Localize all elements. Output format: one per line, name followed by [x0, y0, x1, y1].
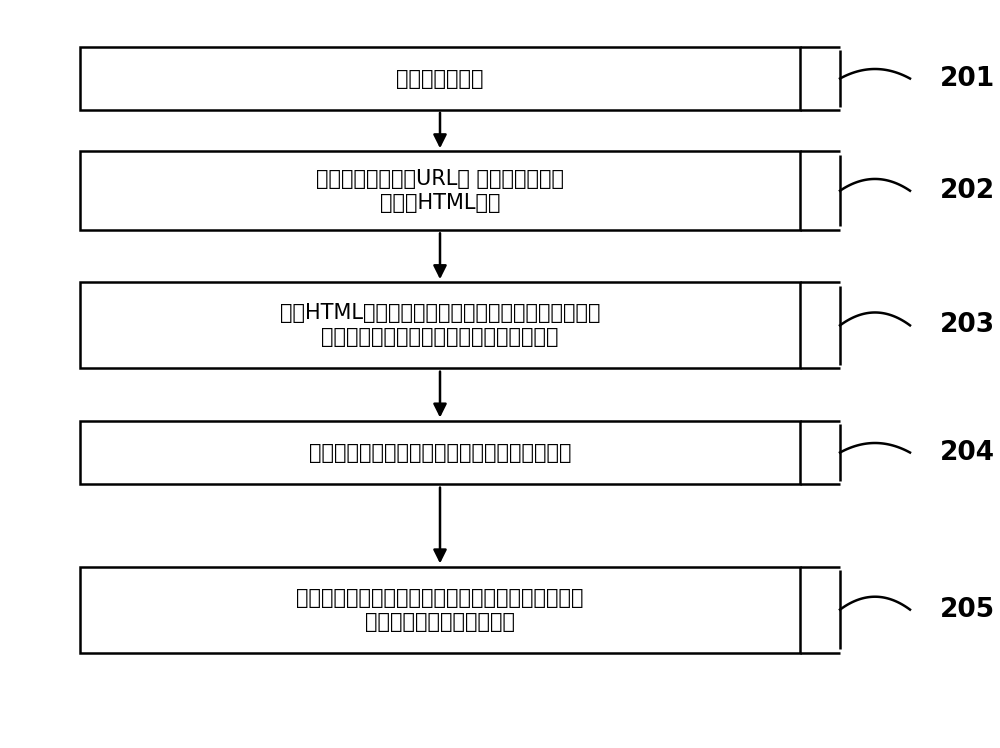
Text: 获得待分类页面的页面类型: 获得待分类页面的页面类型	[365, 612, 515, 631]
Bar	[80, 46, 800, 110]
Bar	[80, 283, 800, 369]
Text: 确定待分类页面: 确定待分类页面	[396, 69, 484, 88]
Text: 203: 203	[940, 313, 995, 338]
Bar	[80, 567, 800, 652]
Text: 根据待分类页面的URL， 获取待分类页面: 根据待分类页面的URL， 获取待分类页面	[316, 169, 564, 188]
Text: 从文本内容中提取多个关键字，构建关键字集合: 从文本内容中提取多个关键字，构建关键字集合	[309, 443, 571, 462]
Bar	[80, 152, 800, 230]
Text: 201: 201	[940, 66, 995, 91]
Text: 根据HTML文档对待分类页面进行页面渲染，从渲染后: 根据HTML文档对待分类页面进行页面渲染，从渲染后	[280, 304, 600, 323]
Text: 204: 204	[940, 440, 995, 465]
Bar	[80, 420, 800, 485]
Text: 202: 202	[940, 178, 995, 203]
Text: 对应的HTML文档: 对应的HTML文档	[380, 193, 500, 212]
Text: 205: 205	[940, 597, 995, 622]
Text: 的资源文件中获取待分类页面中的文本内容: 的资源文件中获取待分类页面中的文本内容	[321, 328, 559, 347]
Text: 根据关键字集合对待分类页面进行页面类型的分类，: 根据关键字集合对待分类页面进行页面类型的分类，	[296, 588, 584, 607]
